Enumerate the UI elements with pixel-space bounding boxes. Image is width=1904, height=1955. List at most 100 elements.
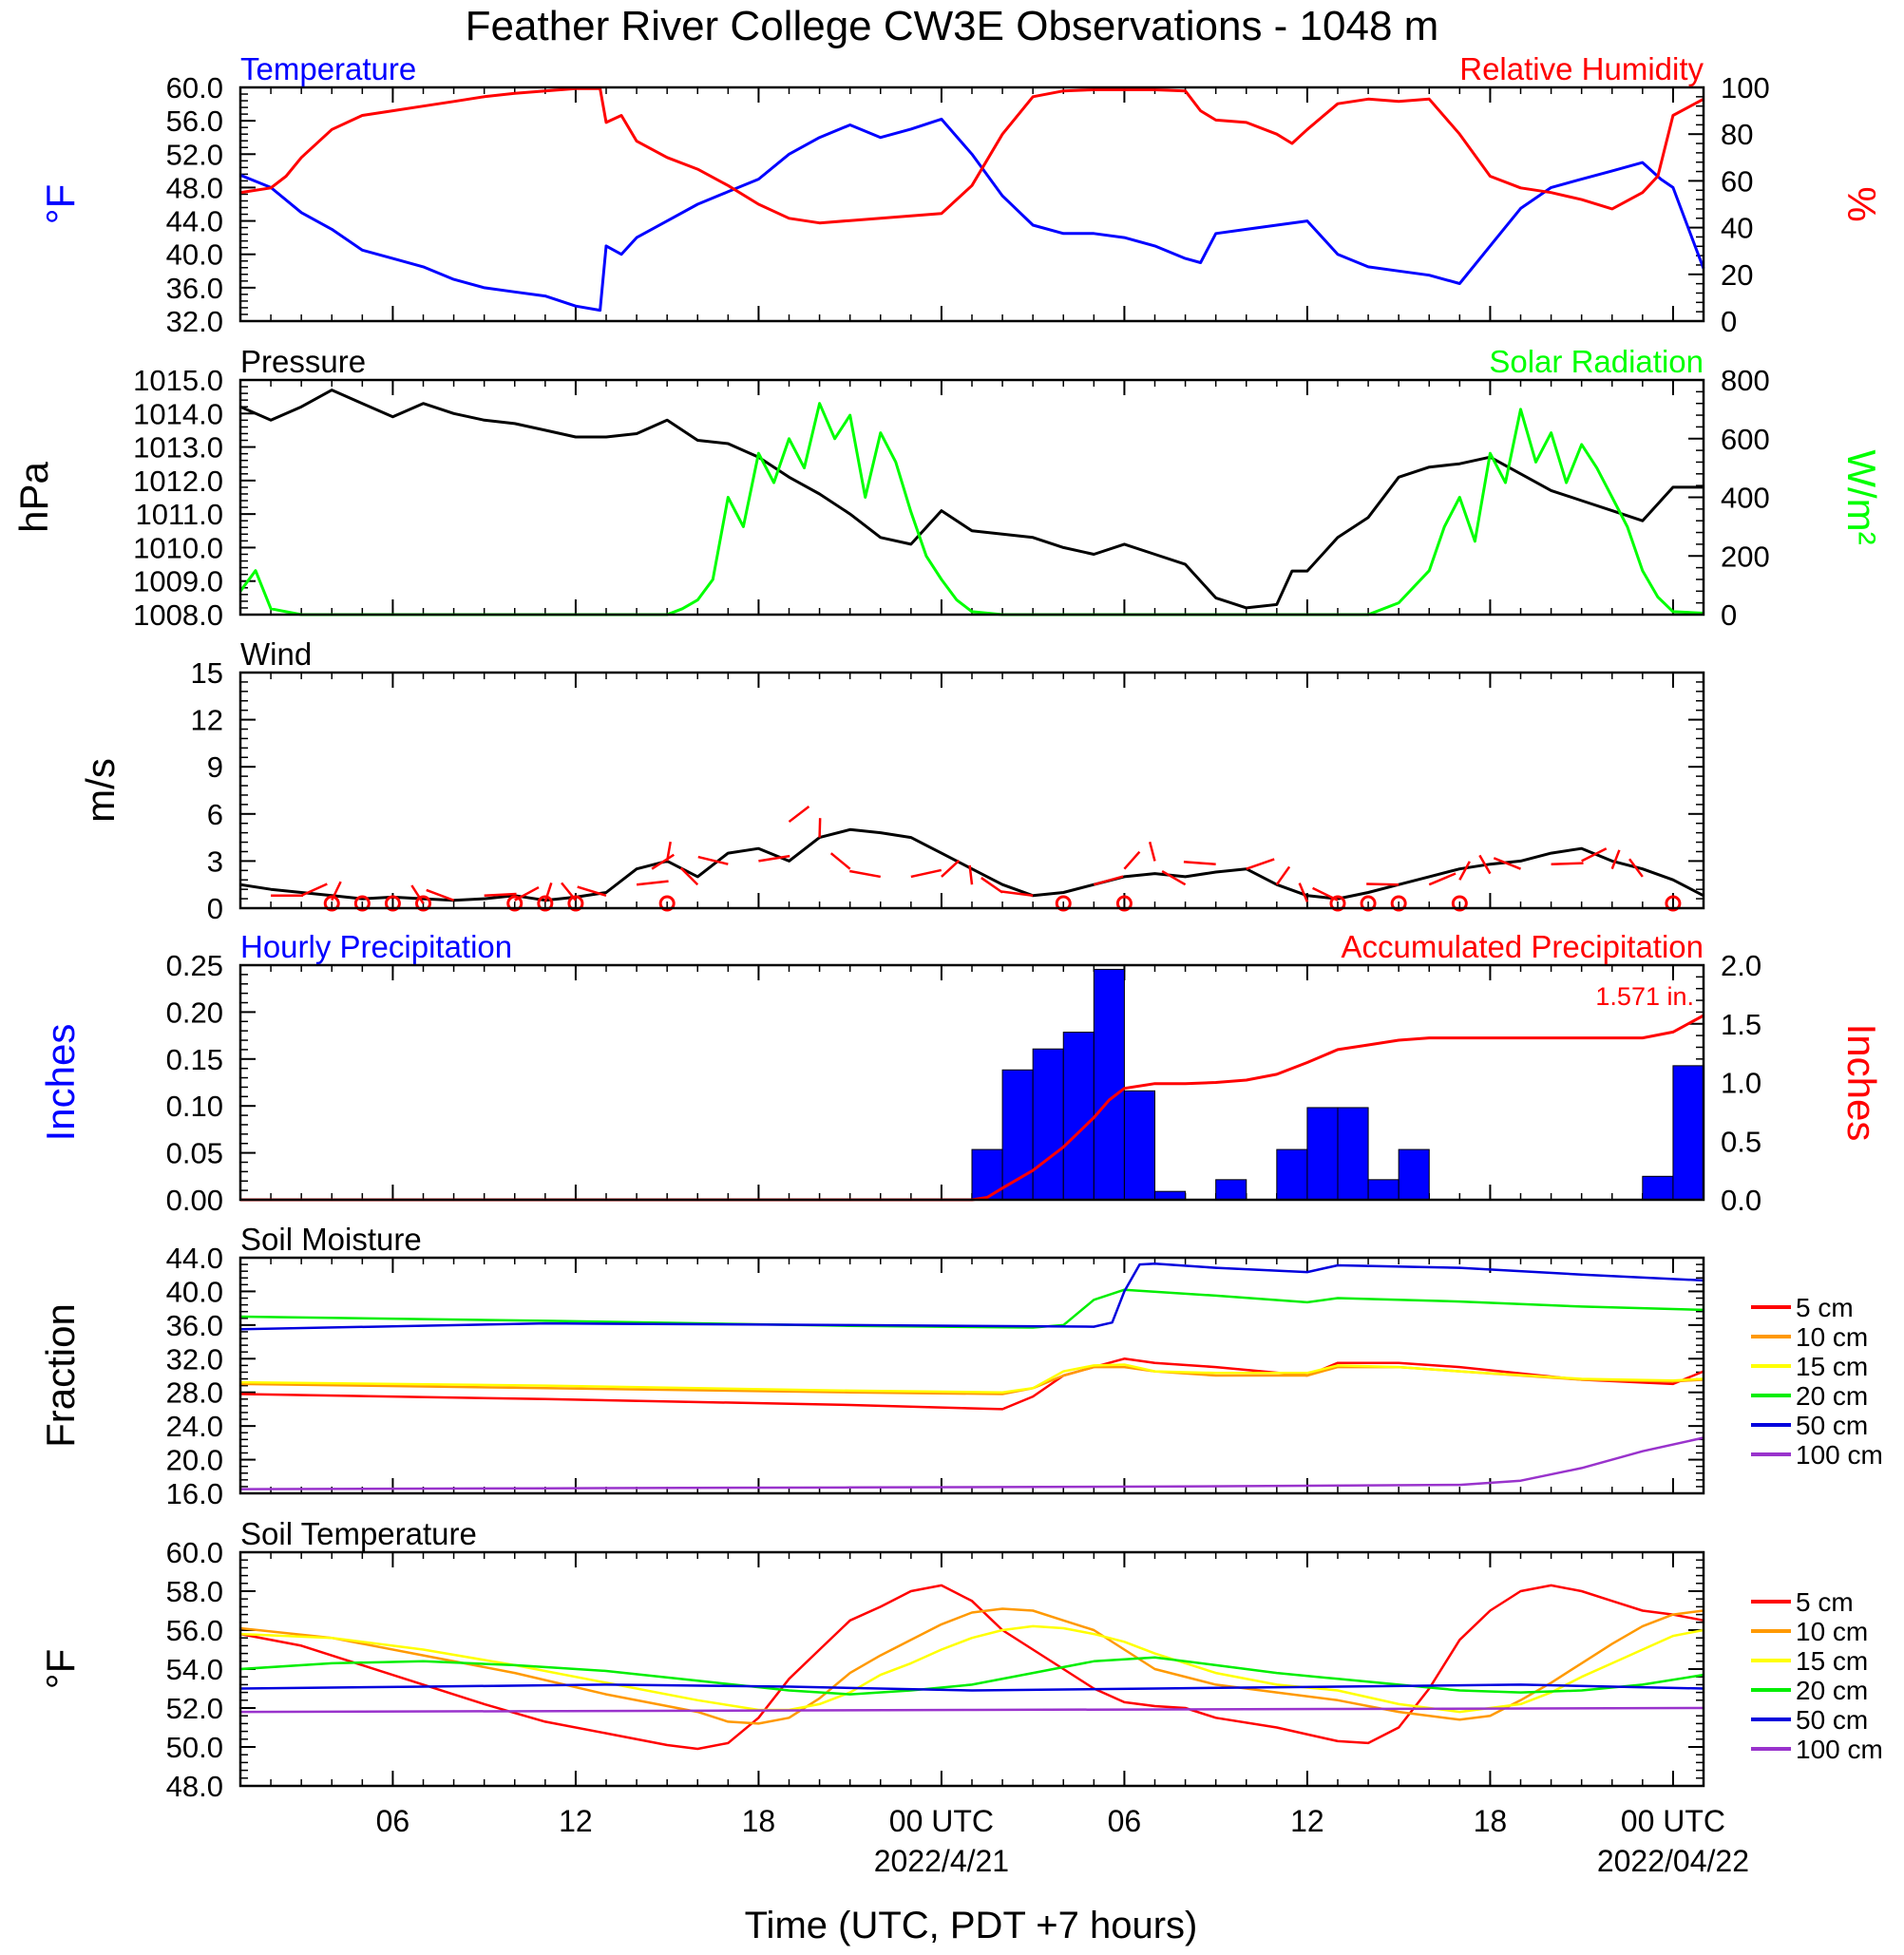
y-axis-label-right: W/m² <box>1839 449 1884 544</box>
y-tick-label: 40.0 <box>166 1275 223 1308</box>
legend-label: 10 cm <box>1796 1617 1868 1646</box>
y-tick-label: 50.0 <box>166 1731 223 1764</box>
y-tick-label: 0.25 <box>166 949 223 982</box>
calm-wind-circle <box>567 895 584 912</box>
wind-barb <box>758 854 790 863</box>
precip-bar <box>1642 1175 1674 1201</box>
precip-bar <box>1672 1065 1704 1201</box>
series-line-humidity <box>239 86 1704 225</box>
panel-temp-rh: 32.036.040.044.048.052.056.060.0 0 20 40 60 8… <box>38 51 1884 338</box>
panel-pres-solar: 1008.01009.01010.01011.01012.01013.01014… <box>11 344 1884 632</box>
y-tick-label: 1008.0 <box>133 598 223 632</box>
legend-label: 5 cm <box>1796 1293 1854 1322</box>
panel-left-title: Wind <box>240 636 312 672</box>
series-line-soil_100 <box>239 1436 1704 1490</box>
y-tick-label: 24.0 <box>166 1410 223 1443</box>
total-precip-annotation: 1.571 in. <box>1595 982 1694 1011</box>
wind-barb <box>818 818 822 838</box>
series-line-pressure <box>239 389 1704 610</box>
panel-left-title: Temperature <box>240 51 416 86</box>
calm-wind-circle <box>1360 895 1377 912</box>
y-tick-label: 36.0 <box>166 272 223 305</box>
wind-barb <box>1458 861 1471 881</box>
precip-bar <box>1062 1032 1095 1201</box>
y-tick-label: 12 <box>191 704 223 737</box>
y-tick-label: 44.0 <box>166 205 223 238</box>
y-tick-label: 48.0 <box>166 171 223 204</box>
panel-left-title: Soil Temperature <box>240 1516 477 1551</box>
wind-barb <box>331 881 342 902</box>
calm-wind-circle <box>537 895 554 912</box>
y-tick-label: 0.10 <box>166 1090 223 1123</box>
y-tick-label: 9 <box>207 750 223 784</box>
y-tick-label: 54.0 <box>166 1653 223 1686</box>
y-tick-label: 28.0 <box>166 1376 223 1410</box>
x-tick-label: 00 UTC <box>889 1804 994 1838</box>
y-tick-label: 60.0 <box>166 1536 223 1569</box>
panels: 32.036.040.044.048.052.056.060.002040608… <box>11 51 1884 1803</box>
wind-barb <box>636 880 669 886</box>
y-tick-label: 0.05 <box>166 1137 223 1170</box>
y-right-tick-label: 0 <box>1721 598 1737 632</box>
calm-wind-circle <box>415 895 431 912</box>
y-right-tick-label: 1.5 <box>1721 1008 1761 1041</box>
y-tick-label: 56.0 <box>166 1614 223 1647</box>
series-line-soil_20 <box>239 1656 1704 1696</box>
y-right-tick-label: 400 <box>1721 482 1770 515</box>
panel-frame <box>238 85 1705 323</box>
calm-wind-circle <box>1665 895 1682 912</box>
legend-label: 50 cm <box>1796 1411 1868 1440</box>
x-tick-label: 00 UTC <box>1621 1804 1725 1838</box>
y-right-tick-label: 1.0 <box>1721 1067 1761 1100</box>
x-tick-date: 2022/04/22 <box>1597 1844 1749 1878</box>
wind-barb <box>1610 849 1621 870</box>
precip-bar <box>1337 1107 1369 1201</box>
panel-soil-moisture: 16.020.024.028.032.036.040.044.0 Soil Moi… <box>38 1222 1883 1510</box>
y-axis-label-left: Inches <box>38 1024 83 1142</box>
legend-label: 5 cm <box>1796 1587 1854 1617</box>
y-tick-label: 1014.0 <box>133 397 223 430</box>
wind-barb <box>1183 860 1216 865</box>
y-right-tick-label: 0 <box>1721 305 1737 338</box>
legend-label: 100 cm <box>1796 1735 1883 1764</box>
legend-label: 15 cm <box>1796 1352 1868 1381</box>
panel-right-title: Accumulated Precipitation <box>1341 929 1704 964</box>
legend-label: 100 cm <box>1796 1440 1883 1470</box>
series-line-accum_precip <box>240 1014 1704 1202</box>
y-right-tick-label: 80 <box>1721 118 1753 151</box>
y-tick-label: 6 <box>207 798 223 831</box>
wind-barb <box>1628 858 1644 878</box>
y-right-tick-label: 60 <box>1721 164 1753 198</box>
y-tick-label: 56.0 <box>166 104 223 138</box>
precip-bar <box>1032 1048 1064 1201</box>
y-tick-label: 1013.0 <box>133 431 223 465</box>
wind-barb <box>1366 883 1399 886</box>
calm-wind-circle <box>658 895 676 912</box>
series-line-solar <box>238 402 1704 617</box>
y-tick-label: 15 <box>191 656 223 690</box>
y-axis-label-left: °F <box>38 1649 83 1689</box>
series-line-soil_10 <box>239 1607 1704 1725</box>
wind-barb <box>1581 847 1608 863</box>
wind-barb <box>679 866 699 886</box>
y-tick-label: 58.0 <box>166 1575 223 1608</box>
series-line-soil_50 <box>239 1683 1704 1692</box>
precip-bar <box>1093 968 1125 1201</box>
y-tick-label: 32.0 <box>166 1342 223 1376</box>
y-right-tick-label: 20 <box>1721 258 1753 292</box>
y-tick-label: 1009.0 <box>133 565 223 598</box>
y-right-tick-label: 2.0 <box>1721 949 1761 982</box>
wind-barb <box>910 868 942 879</box>
y-tick-label: 1010.0 <box>133 531 223 564</box>
x-tick-label: 06 <box>376 1804 410 1838</box>
wind-barb <box>665 841 672 862</box>
y-right-tick-label: 40 <box>1721 212 1753 245</box>
x-tick-label: 18 <box>1474 1804 1508 1838</box>
wind-barb <box>1161 869 1187 886</box>
legend-label: 10 cm <box>1796 1322 1868 1352</box>
figure-title: Feather River College CW3E Observations … <box>466 3 1439 49</box>
wind-barb <box>1123 850 1141 870</box>
y-tick-label: 20.0 <box>166 1444 223 1477</box>
wind-barb <box>1428 872 1457 886</box>
